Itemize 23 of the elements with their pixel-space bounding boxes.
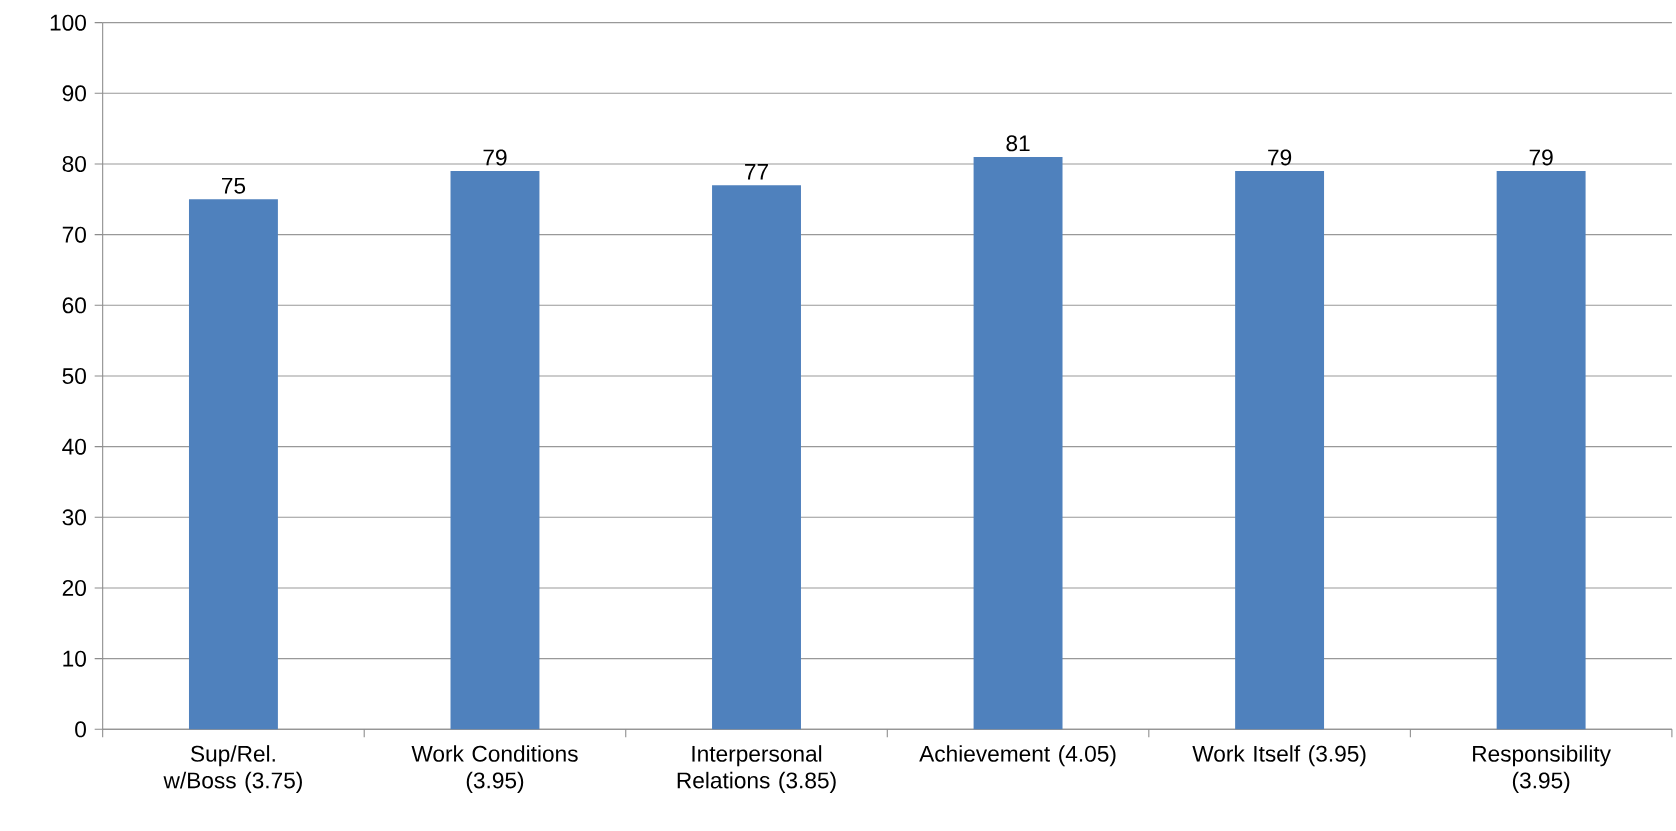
x-tick-label: Work Conditions (3.95) — [411, 745, 578, 794]
data-label: 75 — [222, 178, 246, 194]
x-tick-label: Achievement (4.05) — [919, 745, 1116, 767]
data-label: 79 — [483, 149, 507, 166]
y-tick-label: 60 — [62, 297, 86, 314]
data-label: 81 — [1006, 135, 1030, 152]
y-tick-label: 20 — [62, 580, 86, 597]
x-tick-label: Work Itself (3.95) — [1192, 745, 1366, 767]
data-label: 79 — [1529, 149, 1553, 166]
y-tick-label: 0 — [75, 721, 86, 738]
x-tick-label: Interpersonal Relations (3.85) — [677, 745, 836, 794]
x-tick-label: Sup/Rel. w/Boss (3.75) — [163, 745, 302, 794]
y-tick-label: 30 — [62, 509, 86, 526]
y-tick-label: 80 — [62, 156, 86, 173]
y-tick-label: 70 — [62, 226, 86, 243]
y-tick-label: 10 — [63, 650, 86, 667]
y-tick-label: 40 — [62, 438, 86, 455]
y-tick-label: 50 — [62, 368, 86, 385]
x-tick-label: Responsibility (3.95) — [1473, 745, 1611, 794]
y-tick-label: 100 — [50, 14, 86, 31]
y-tick-label: 90 — [62, 85, 86, 102]
data-label: 79 — [1268, 149, 1292, 166]
data-label: 77 — [745, 164, 768, 180]
